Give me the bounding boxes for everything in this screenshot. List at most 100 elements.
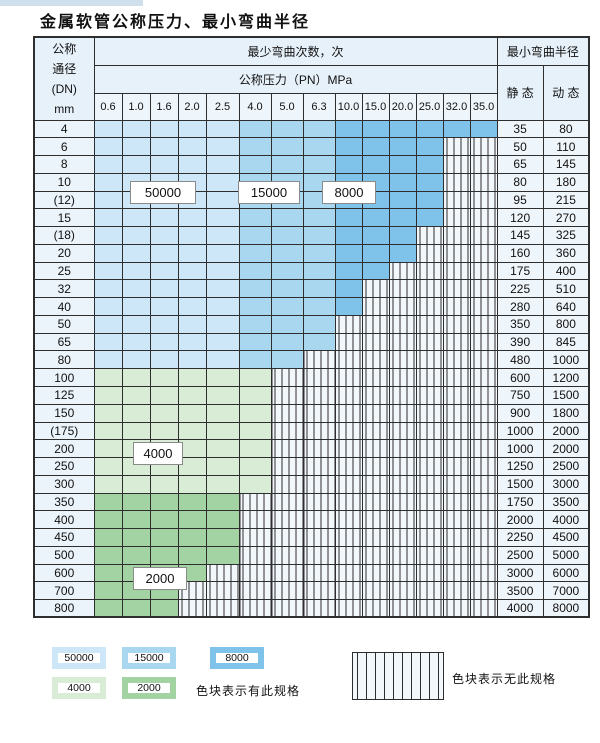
no-spec-cell	[415, 314, 444, 334]
static-radius-cell: 1500	[496, 474, 544, 494]
no-spec-cell	[302, 457, 336, 476]
spec-cell	[149, 208, 179, 228]
spec-cell	[361, 119, 390, 139]
pressure-col-32.0: 32.0	[442, 92, 471, 121]
static-radius-cell: 175	[496, 261, 544, 281]
dn-cell: 500	[33, 545, 95, 565]
spec-cell	[93, 457, 123, 476]
spec-cell	[270, 119, 304, 139]
spec-cell	[238, 368, 272, 387]
dynamic-radius-cell: 1800	[542, 403, 590, 423]
no-spec-cell	[270, 492, 304, 512]
no-spec-cell	[415, 279, 444, 299]
pressure-col-5.0: 5.0	[270, 92, 304, 121]
no-spec-cell	[302, 421, 336, 441]
no-spec-cell	[442, 439, 471, 459]
dn-cell: 4	[33, 119, 95, 139]
no-spec-cell	[302, 545, 336, 565]
dn-cell: 32	[33, 279, 95, 299]
no-spec-cell	[442, 172, 471, 192]
no-spec-cell	[469, 439, 498, 459]
spec-cell	[334, 297, 363, 316]
no-spec-cell	[442, 261, 471, 281]
dn-cell: 150	[33, 403, 95, 423]
no-spec-cell	[469, 208, 498, 228]
no-spec-cell	[302, 563, 336, 583]
spec-cell	[388, 172, 417, 192]
dynamic-radius-cell: 2000	[542, 421, 590, 441]
no-spec-cell	[388, 403, 417, 423]
no-spec-cell	[302, 403, 336, 423]
spec-cell	[177, 385, 207, 405]
static-radius-cell: 65	[496, 155, 544, 174]
no-spec-cell	[388, 528, 417, 547]
static-radius-cell: 1000	[496, 439, 544, 459]
spec-cell	[149, 492, 179, 512]
no-spec-cell	[334, 332, 363, 352]
spec-cell	[205, 314, 240, 334]
table-row-dn-65: 65 390 845	[33, 332, 590, 352]
no-spec-cell	[334, 457, 363, 476]
spec-cell	[388, 208, 417, 228]
no-spec-cell	[238, 510, 272, 530]
spec-cell	[93, 368, 123, 387]
no-spec-cell	[442, 137, 471, 157]
spec-cell	[93, 208, 123, 228]
spec-cell	[205, 528, 240, 547]
spec-cell	[238, 155, 272, 174]
no-spec-cell	[334, 350, 363, 370]
legend-label-15000: 15000	[134, 652, 164, 664]
spec-cell	[205, 208, 240, 228]
no-spec-cell	[442, 563, 471, 583]
spec-cell	[121, 528, 151, 547]
spec-cell	[149, 119, 179, 139]
no-spec-cell	[415, 492, 444, 512]
spec-cell	[149, 226, 179, 245]
no-spec-cell	[469, 545, 498, 565]
dn-cell: 80	[33, 350, 95, 370]
no-spec-cell	[388, 474, 417, 494]
no-spec-cell	[270, 457, 304, 476]
no-spec-cell	[442, 421, 471, 441]
dn-cell: (175)	[33, 421, 95, 441]
spec-cell	[238, 261, 272, 281]
no-spec-cell	[415, 385, 444, 405]
dn-cell: 350	[33, 492, 95, 512]
no-spec-cell	[302, 510, 336, 530]
spec-cell	[302, 297, 336, 316]
static-radius-cell: 95	[496, 190, 544, 210]
pressure-col-15.0: 15.0	[361, 92, 390, 121]
no-spec-cell	[334, 545, 363, 565]
table-row-dn-18: (18) 145 325	[33, 226, 590, 245]
no-spec-cell	[442, 350, 471, 370]
spec-cell	[177, 314, 207, 334]
table-row-dn-500: 500 2500 5000	[33, 545, 590, 565]
spec-cell	[149, 421, 179, 441]
spec-cell	[121, 599, 151, 618]
spec-cell	[238, 439, 272, 459]
spec-cell	[149, 474, 179, 494]
dynamic-radius-cell: 110	[542, 137, 590, 157]
no-spec-cell	[469, 368, 498, 387]
spec-cell	[205, 474, 240, 494]
no-spec-cell	[388, 332, 417, 352]
no-spec-cell	[442, 545, 471, 565]
table-row-dn-10: 10 80 180	[33, 172, 590, 192]
no-spec-cell	[205, 563, 240, 583]
spec-cell	[334, 208, 363, 228]
spec-cell	[93, 261, 123, 281]
dynamic-radius-cell: 180	[542, 172, 590, 192]
spec-cell	[205, 510, 240, 530]
spec-cell	[415, 155, 444, 174]
spec-cell	[270, 297, 304, 316]
no-spec-cell	[388, 492, 417, 512]
no-spec-cell	[415, 421, 444, 441]
static-radius-cell: 3500	[496, 581, 544, 601]
spec-cell	[93, 563, 123, 583]
dn-cell: (12)	[33, 190, 95, 210]
no-spec-cell	[415, 510, 444, 530]
no-spec-cell	[442, 297, 471, 316]
no-spec-cell	[302, 599, 336, 618]
spec-cell	[121, 119, 151, 139]
